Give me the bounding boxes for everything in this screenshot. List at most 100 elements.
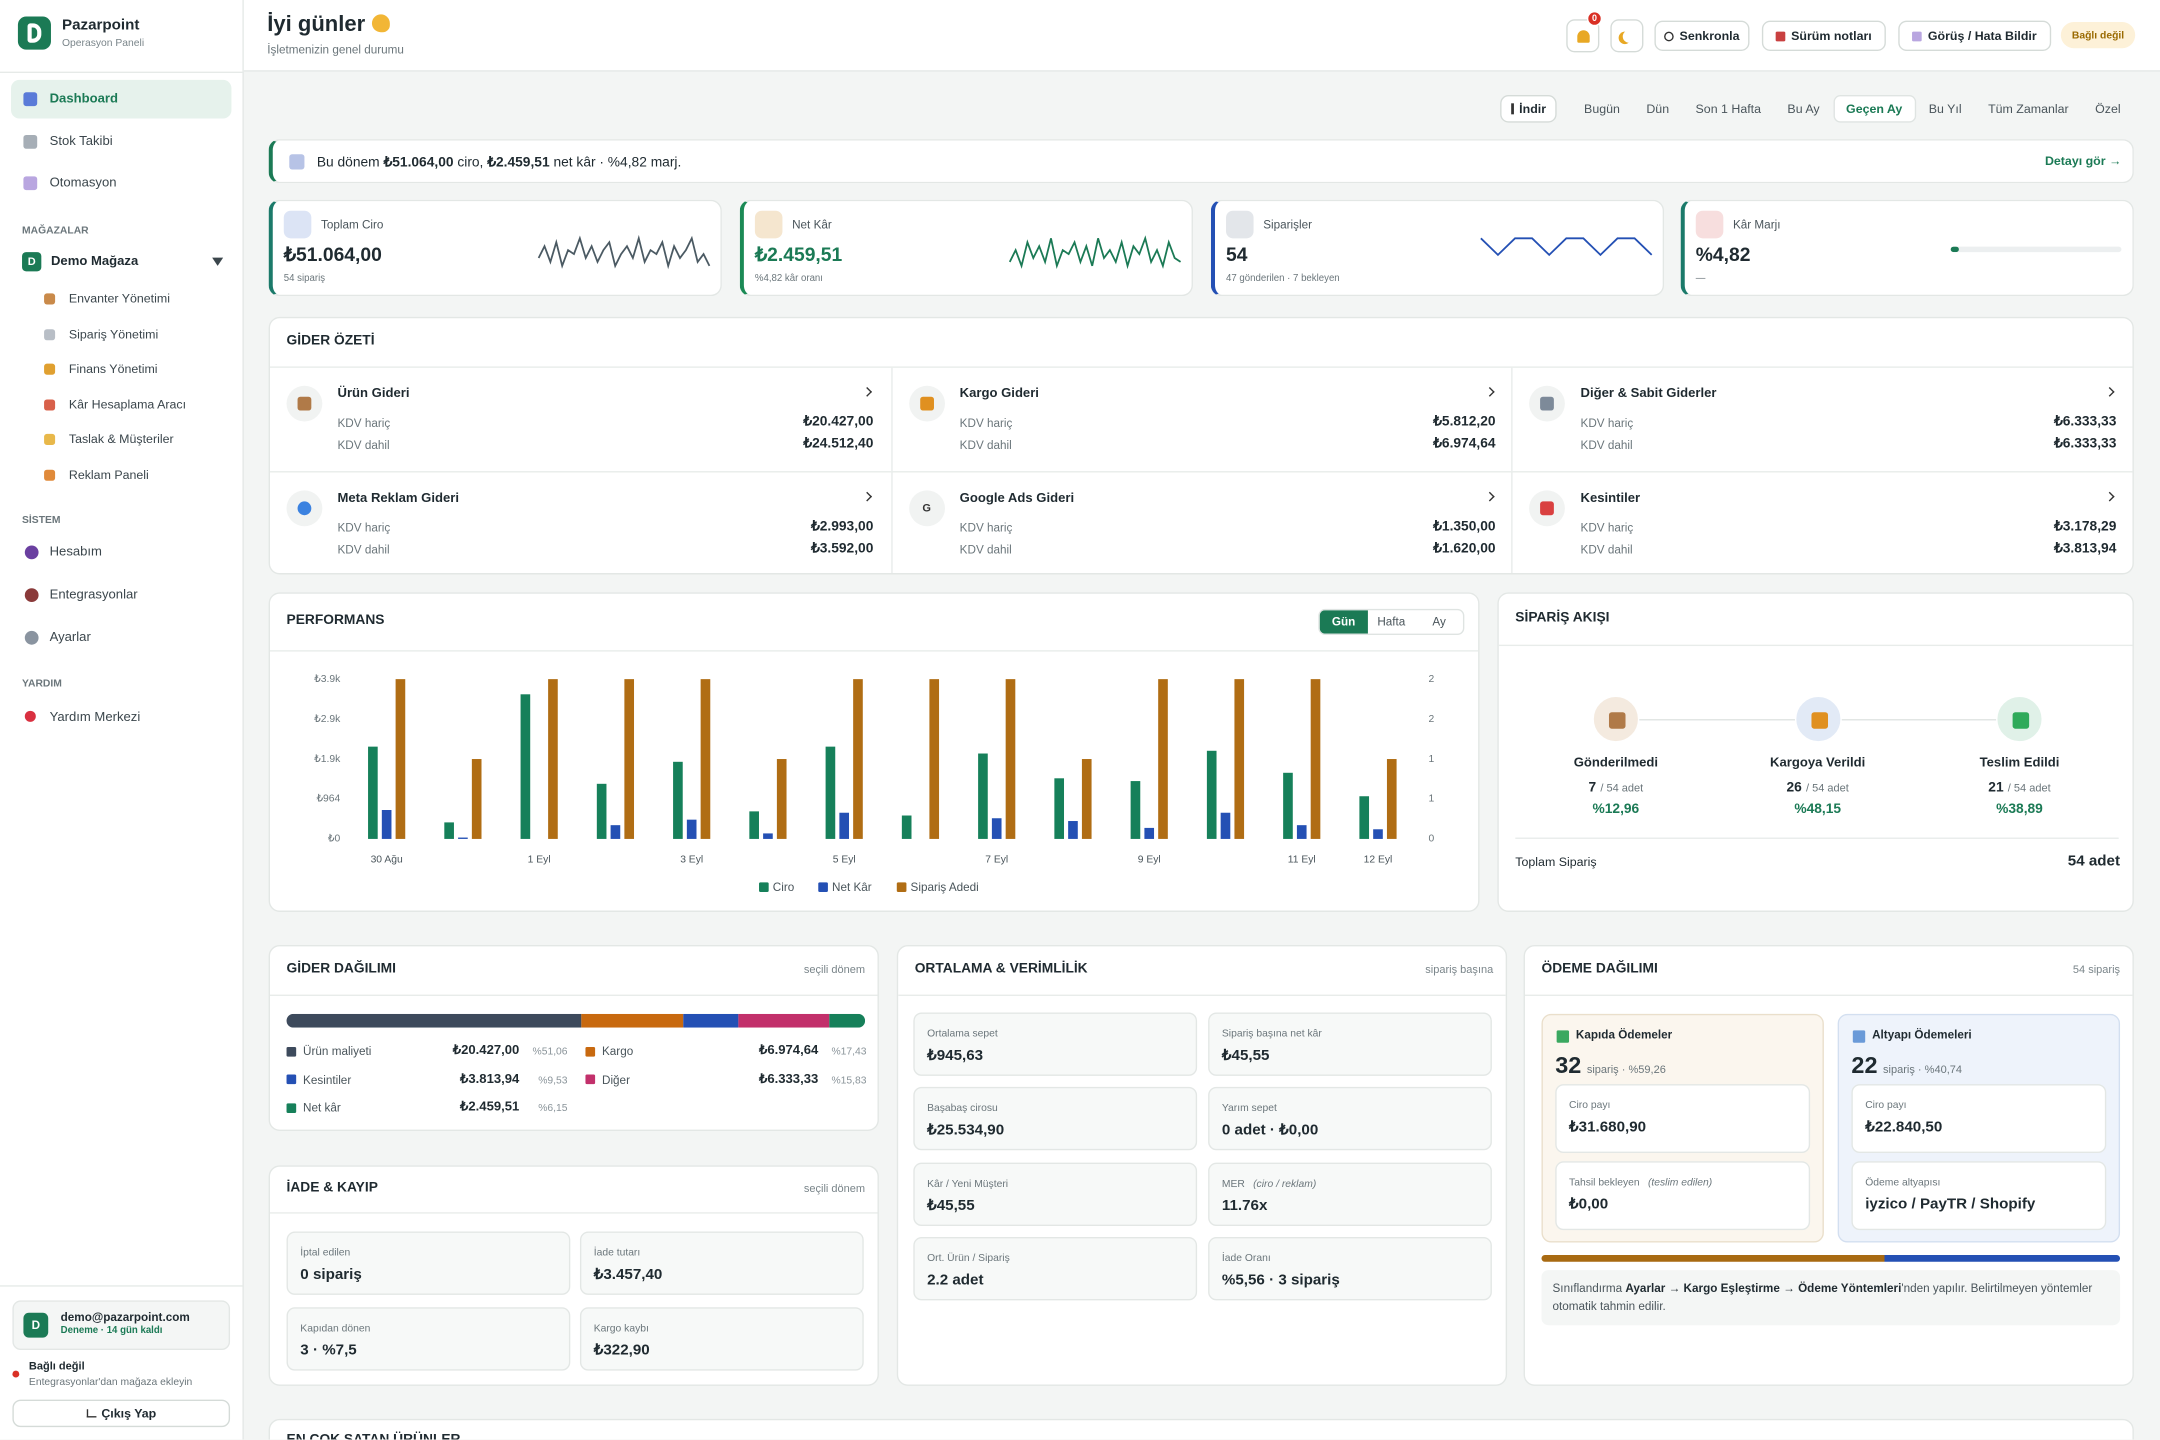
x-tick-label: 3 Eyl: [680, 854, 703, 865]
chevron: [1484, 387, 1495, 397]
toggle-option[interactable]: Ay: [1432, 614, 1446, 629]
payment-bar: [1541, 1254, 2121, 1262]
icon: [44, 434, 56, 446]
header-button[interactable]: Görüş / Hata Bildir: [1898, 20, 2052, 51]
summary-part: ₺51.064,00: [383, 154, 454, 171]
card-title: İADE & KAYIP: [286, 1180, 378, 1196]
expense-label: KDV dahil: [959, 542, 1012, 557]
nav-label: Reklam Paneli: [68, 467, 149, 482]
metric-value: ₺322,90: [593, 1342, 650, 1359]
nav-item[interactable]: [11, 122, 231, 161]
expense-label: KDV dahil: [959, 437, 1012, 452]
x-tick-label: 1 Eyl: [528, 854, 551, 865]
divider: [270, 650, 1479, 652]
nav-item[interactable]: [11, 534, 231, 570]
bar: [673, 761, 683, 839]
metric-label: Kargo kaybı: [594, 1322, 649, 1334]
flow-step-count: 7/ 54 adet: [1589, 780, 1644, 795]
bar-segment: [581, 1013, 683, 1028]
note-part: Sınıflandırma: [1552, 1281, 1626, 1295]
flow-count: 26: [1786, 780, 1802, 796]
bar-segment: [1541, 1254, 1885, 1262]
flow-step-label: Teslim Edildi: [1979, 755, 2060, 771]
nav-label: Hesabım: [49, 544, 102, 560]
flow-of: / 54 adet: [1805, 781, 1849, 795]
divider: [1515, 837, 2119, 839]
averages-efficiency: ORTALAMA & VERİMLİLİK sipariş başına Ortal…: [896, 944, 1508, 1386]
card-title: ÖDEME DAĞILIMI: [1541, 961, 1658, 977]
panel-count-value: 32: [1555, 1052, 1582, 1079]
expense-item[interactable]: Diğer & Sabit Giderler KDV hariç KDV dahil…: [1511, 367, 2133, 472]
metric-label: MER (ciro / reklam): [1222, 1177, 1316, 1189]
period-option[interactable]: Geçen Ay: [1832, 95, 1916, 123]
metric-label: Ortalama sepet: [927, 1027, 998, 1039]
panel-count-note: sipariş · %40,74: [1883, 1063, 1963, 1076]
expense-value: ₺2.993,00: [810, 519, 874, 535]
detail-link[interactable]: Detayı gör →: [2044, 153, 2122, 168]
nav-label: Kâr Hesaplama Aracı: [68, 397, 187, 412]
period-option[interactable]: Bu Yıl: [1928, 101, 1962, 116]
header-button[interactable]: Sürüm notları: [1761, 20, 1886, 51]
legend-amount: ₺2.459,51: [460, 1099, 520, 1115]
legend-swatch: [759, 882, 769, 892]
expense-item[interactable]: G Google Ads Gideri KDV hariç KDV dahil ₺1.3…: [890, 471, 1512, 574]
period-option[interactable]: Tüm Zamanlar: [1988, 101, 2069, 116]
brand-name: Pazarpoint: [61, 17, 140, 34]
nav-item[interactable]: [11, 164, 231, 203]
card-title: EN ÇOK SATAN ÜRÜNLER: [287, 1433, 461, 1440]
metric-cell: Kargo kaybı ₺322,90: [579, 1307, 864, 1371]
expense-item[interactable]: Kargo Gideri KDV hariç KDV dahil ₺5.812,20 ₺…: [890, 367, 1512, 472]
metric-value: ₺45,55: [1221, 1047, 1270, 1065]
period-option[interactable]: Bu Ay: [1787, 101, 1820, 116]
nav-item[interactable]: [11, 620, 231, 656]
period-option[interactable]: Dün: [1646, 101, 1670, 116]
download-button[interactable]: İndir: [1499, 95, 1558, 123]
metric-value: ₺0,00: [1569, 1196, 1609, 1213]
metric-label: Başabaş cirosu: [927, 1102, 998, 1114]
metric-label-text: Kapıdan dönen: [300, 1321, 371, 1335]
metric-value: ₺45,55: [927, 1197, 975, 1214]
nav-item[interactable]: [11, 79, 232, 119]
flow-step-pct: %12,96: [1592, 801, 1640, 817]
theme-button[interactable]: [1610, 19, 1644, 53]
expense-name: Ürün Gideri: [337, 386, 410, 402]
toggle-option[interactable]: Hafta: [1377, 614, 1406, 629]
card-title: PERFORMANS: [286, 613, 385, 629]
expense-value: ₺6.974,64: [1433, 436, 1496, 452]
expense-value: ₺5.812,20: [1433, 414, 1496, 430]
tick-label: 2: [1429, 714, 1435, 725]
expense-distribution: GİDER DAĞILIMI seçili dönem Ürün maliyeti ₺…: [268, 944, 879, 1131]
summary-part: Bu dönem: [316, 154, 384, 171]
user-initial: D: [31, 1318, 41, 1332]
brand-subtitle: Operasyon Paneli: [61, 36, 145, 49]
toggle-option[interactable]: Gün: [1319, 610, 1368, 634]
expense-item[interactable]: Meta Reklam Gideri KDV hariç KDV dahil ₺2.9…: [270, 471, 891, 573]
flow-count: 21: [1988, 780, 2004, 796]
period-option[interactable]: Bugün: [1584, 101, 1620, 116]
legend-swatch: [585, 1074, 596, 1085]
header: İyi günler İşletmenizin genel durumu 0 Senk…: [243, 0, 2160, 72]
expense-item[interactable]: Kesintiler KDV hariç KDV dahil ₺3.178,29 ₺3.…: [1511, 471, 2133, 574]
nav-label: Finans Yönetimi: [68, 362, 158, 376]
bar: [1296, 825, 1307, 839]
wave-icon: [372, 14, 391, 33]
metric-label-text: Başabaş cirosu: [927, 1101, 998, 1115]
bar: [1158, 679, 1168, 839]
expense-item[interactable]: Ürün Gideri KDV hariç KDV dahil ₺20.427,00 ₺…: [270, 368, 891, 471]
period-filter: İndir Bugün Dün Son 1 Hafta Bu Ay Geçen Ay Bu …: [1460, 94, 2134, 124]
returns-losses: İADE & KAYIP seçili dönem İptal edilen 0 si…: [268, 1165, 879, 1386]
section-heading: MAĞAZALAR: [22, 223, 89, 237]
button-icon: [1912, 30, 1923, 41]
payment-panel: Kapıda Ödemeler 32 sipariş · %59,26 Ciro pa…: [1541, 1013, 1824, 1243]
caret[interactable]: [212, 257, 224, 266]
tick-label: ₺1.9k: [314, 754, 341, 765]
legend-swatch: [286, 1102, 297, 1113]
kpi-value: ₺2.459,51: [754, 243, 843, 266]
period-option[interactable]: Özel: [2095, 101, 2121, 116]
header-button[interactable]: Senkronla: [1654, 20, 1750, 51]
bar: [929, 679, 940, 839]
period-option[interactable]: Son 1 Hafta: [1695, 101, 1762, 116]
metric-label-text: İade Oranı: [1221, 1251, 1271, 1264]
logout-button[interactable]: Çıkış Yap: [12, 1399, 231, 1428]
panel-count: 22 sipariş · %40,74: [1851, 1052, 1962, 1080]
